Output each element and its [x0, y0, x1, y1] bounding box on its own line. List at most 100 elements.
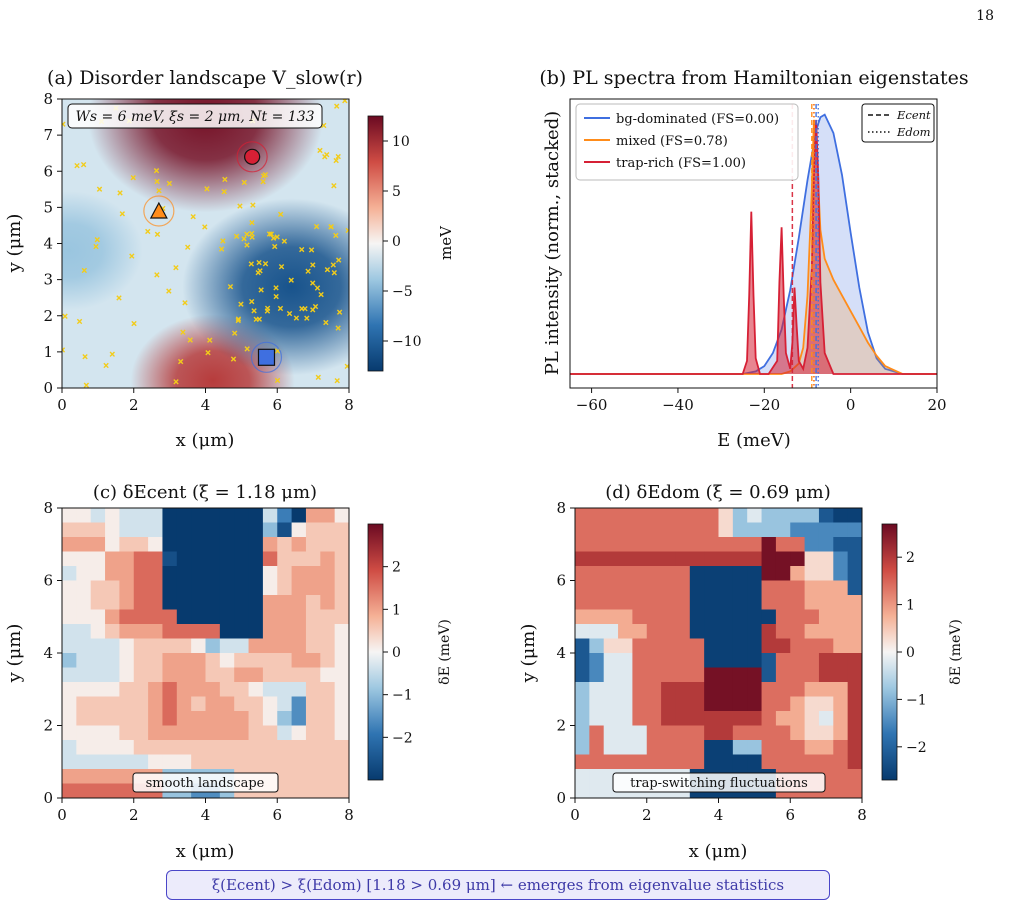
trap-marker	[166, 288, 172, 294]
heatmap-cell	[62, 682, 77, 697]
heatmap-cell	[603, 522, 619, 538]
trap-stroke	[335, 153, 341, 160]
trap-stroke	[145, 228, 151, 235]
heatmap-cell	[718, 624, 734, 639]
heatmap-cell	[646, 725, 662, 741]
heatmap-cell	[176, 754, 192, 770]
trap-marker	[249, 219, 255, 226]
heatmap-cell	[62, 711, 77, 726]
heatmap-cell	[847, 725, 863, 741]
heatmap-cell	[704, 696, 719, 712]
heatmap-cell	[847, 711, 863, 726]
heatmap-cell	[191, 711, 206, 726]
heatmap-cell	[219, 508, 235, 523]
heatmap-cell	[248, 566, 264, 581]
y-tick-label: 4	[43, 235, 53, 253]
heatmap-cell	[305, 580, 321, 596]
trap-marker	[293, 315, 300, 321]
panel-a-xlabel: x (μm)	[176, 430, 235, 451]
trap-stroke	[237, 203, 243, 209]
heatmap-cell	[234, 537, 250, 552]
heatmap-cell	[133, 537, 149, 552]
heatmap-cell	[632, 725, 648, 741]
heatmap-cell	[618, 682, 633, 697]
heatmap-cell	[62, 740, 77, 755]
heatmap-cell	[775, 595, 791, 610]
heatmap-cell	[589, 740, 605, 755]
state-markers	[143, 141, 283, 373]
trap-stroke	[94, 237, 100, 243]
heatmap-cell	[62, 638, 77, 654]
heatmap-cell	[262, 696, 278, 712]
heatmap-cell	[646, 537, 662, 552]
heatmap-cell	[618, 638, 633, 654]
panel-c-ylabel: y (μm)	[4, 624, 25, 684]
heatmap-cell	[661, 711, 676, 726]
heatmap-cell	[90, 711, 106, 726]
heatmap-cell	[603, 653, 619, 668]
heatmap-cell	[646, 667, 662, 683]
heatmap-cell	[291, 609, 307, 625]
trap-stroke	[299, 306, 305, 312]
trap-stroke	[250, 202, 256, 208]
heatmap-cell	[133, 566, 149, 581]
heatmap-cell	[833, 522, 849, 538]
heatmap-cell	[775, 522, 791, 538]
y-tick-label: 6	[43, 162, 53, 180]
heatmap-cell	[589, 551, 605, 567]
trap-stroke	[109, 351, 115, 357]
trap-marker	[260, 173, 267, 179]
heatmap-cell	[248, 624, 264, 639]
heatmap-cell	[176, 551, 192, 567]
trap-stroke	[74, 162, 80, 169]
heatmap-cell	[775, 711, 791, 726]
heatmap-cell	[704, 595, 719, 610]
heatmap-cell	[334, 537, 350, 552]
trap-stroke	[130, 175, 136, 181]
heatmap-cell	[148, 595, 163, 610]
heatmap-cell	[176, 566, 192, 581]
heatmap-cell	[133, 696, 149, 712]
trap-stroke	[180, 329, 186, 335]
heatmap-cell	[105, 754, 120, 770]
heatmap-cell	[162, 508, 178, 523]
trap-marker	[314, 285, 321, 291]
heatmap-cell	[689, 624, 705, 639]
heatmap-cell	[334, 595, 350, 610]
heatmap-cell	[618, 595, 633, 610]
heatmap-cell	[761, 508, 777, 523]
panel-a-colorbar-ticks: 10 5 0 −5 −10	[383, 134, 422, 350]
heatmap-cell	[775, 537, 791, 552]
trap-stroke	[173, 264, 179, 271]
heatmap-cell	[320, 783, 336, 799]
heatmap-cell	[305, 667, 321, 683]
heatmap-cell	[575, 624, 590, 639]
heatmap-cell	[589, 711, 605, 726]
heatmap-cell	[205, 740, 221, 755]
heatmap-cell	[761, 551, 777, 567]
heatmap-cell	[747, 522, 763, 538]
heatmap-cell	[575, 740, 590, 755]
trap-marker	[182, 300, 188, 306]
x-tick-label: 8	[344, 806, 354, 824]
heatmap-cell	[732, 522, 748, 538]
heatmap-cell	[105, 580, 120, 596]
heatmap-cell	[76, 609, 92, 625]
heatmap-cell	[804, 580, 820, 596]
heatmap-cell	[718, 740, 734, 755]
heatmap-cell	[219, 653, 235, 668]
legend-spectra: bg-dominated (FS=0.00) mixed (FS=0.78) t…	[575, 103, 799, 181]
heatmap-cell	[833, 566, 849, 581]
heatmap-cell	[320, 638, 336, 654]
heatmap-cell	[818, 653, 834, 668]
trap-marker	[187, 337, 193, 343]
heatmap-cell	[790, 609, 806, 625]
heatmap-cell	[589, 725, 605, 741]
heatmap-cell	[575, 754, 590, 770]
heatmap-cell	[148, 508, 163, 523]
heatmap-cell	[775, 638, 791, 654]
heatmap-cell	[291, 580, 307, 596]
panel-a-map	[62, 99, 349, 388]
heatmap-cell	[732, 537, 748, 552]
heatmap-cell	[334, 508, 350, 523]
